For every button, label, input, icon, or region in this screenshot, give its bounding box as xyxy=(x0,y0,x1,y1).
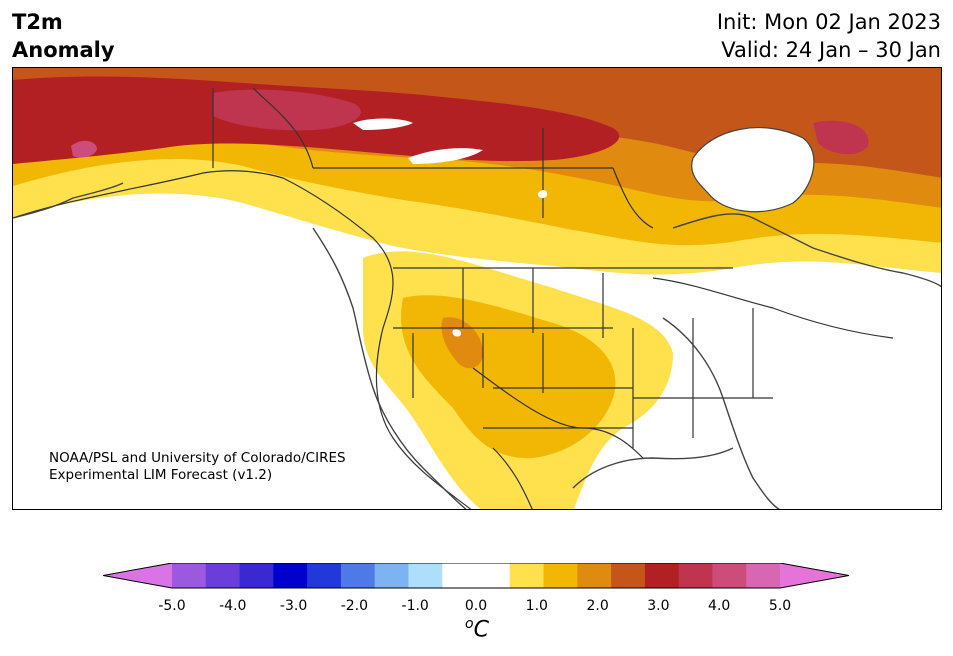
colorbar-cell xyxy=(644,563,680,588)
forecast-credit: NOAA/PSL and University of Colorado/CIRE… xyxy=(49,450,346,484)
colorbar-cell xyxy=(307,563,342,588)
colorbar-tick-label: -4.0 xyxy=(219,598,247,614)
colorbar-ticks: -5.0 -4.0 -3.0 -2.0 -1.0 0.0 1.0 2.0 3.0 4.0 5.0 xyxy=(0,598,953,618)
anomaly-band-3-0-east xyxy=(813,120,869,155)
init-date: Init: Mon 02 Jan 2023 xyxy=(716,10,941,34)
title-line-1: T2m xyxy=(12,10,63,34)
colorbar-cell xyxy=(205,563,241,588)
colorbar-cell xyxy=(746,563,781,588)
colorbar-cell xyxy=(172,563,207,588)
colorbar-tick-label: 5.0 xyxy=(768,598,792,614)
unit-label: oC xyxy=(465,616,489,643)
colorbar-cell xyxy=(442,563,477,588)
anomaly-band-4-0-small xyxy=(71,140,97,158)
colorbar-extend-high xyxy=(780,563,849,588)
colorbar-cell xyxy=(273,563,308,588)
colorbar-tick-label: 4.0 xyxy=(708,598,731,614)
colorbar-cells xyxy=(103,563,849,588)
credit-line-1: NOAA/PSL and University of Colorado/CIRE… xyxy=(49,450,346,466)
great-bear-lake xyxy=(353,118,413,130)
colorbar-extend-low xyxy=(103,563,172,588)
colorbar-tick-label: 3.0 xyxy=(647,598,670,614)
southwest-2-0 xyxy=(441,317,483,369)
forecast-dates: Init: Mon 02 Jan 2023 Valid: 24 Jan – 30… xyxy=(717,8,941,64)
colorbar xyxy=(103,563,850,589)
colorbar-tick-label: -1.0 xyxy=(401,598,429,614)
lake-winnipeg xyxy=(537,190,548,199)
map-title: T2m Anomaly xyxy=(12,8,115,64)
colorbar-tick-label: 0.0 xyxy=(464,598,488,614)
colorbar-tick-label: -3.0 xyxy=(279,598,308,614)
colorbar-cell xyxy=(374,563,409,588)
colorbar-cell xyxy=(611,563,646,588)
colorbar-outline xyxy=(103,563,850,589)
coastlines xyxy=(13,182,941,509)
great-salt-lake xyxy=(452,329,462,337)
colorbar-cell xyxy=(543,563,578,588)
colorbar-tick-label: 1.0 xyxy=(525,598,548,614)
colorbar-cell xyxy=(712,563,747,588)
great-slave-lake xyxy=(408,148,483,164)
valid-date: Valid: 24 Jan – 30 Jan xyxy=(721,38,941,62)
hudson-bay xyxy=(691,127,815,213)
colorbar-tick-label: -5.0 xyxy=(158,598,186,614)
anomaly-map xyxy=(13,68,941,509)
colorbar-cell xyxy=(509,563,545,588)
colorbar-tick-label: -2.0 xyxy=(340,598,369,614)
colorbar-tick-label: 2.0 xyxy=(586,598,609,614)
credit-line-2: Experimental LIM Forecast (v1.2) xyxy=(49,467,273,483)
title-line-2: Anomaly xyxy=(12,38,115,62)
colorbar-cell xyxy=(408,563,443,588)
colorbar-cell xyxy=(577,563,612,588)
map-panel xyxy=(12,67,942,510)
colorbar-cell xyxy=(340,563,376,588)
colorbar-cell xyxy=(239,563,274,588)
anomaly-band-4-0 xyxy=(213,89,361,131)
boundaries xyxy=(13,87,894,509)
colorbar-cell xyxy=(678,563,713,588)
colorbar-cell xyxy=(476,563,511,588)
